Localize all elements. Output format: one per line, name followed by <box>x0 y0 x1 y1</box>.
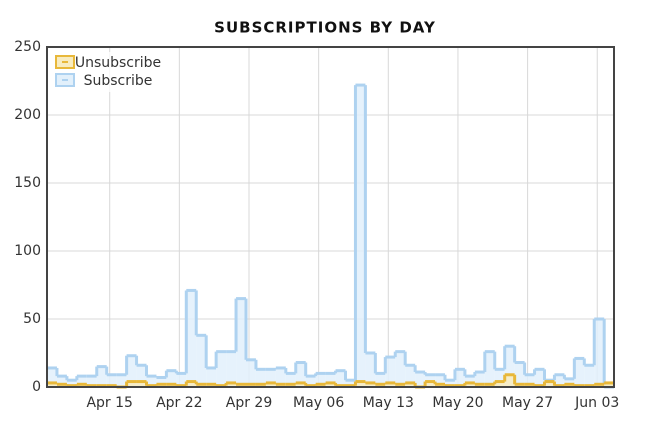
y-tick-label: 0 <box>32 379 41 395</box>
area-step <box>504 346 515 387</box>
area-step <box>604 382 614 387</box>
area-step <box>514 362 525 387</box>
x-tick-label: May 27 <box>502 395 553 411</box>
area-step <box>335 370 346 387</box>
area-step <box>365 382 376 387</box>
area-step <box>295 382 306 387</box>
area-step <box>166 370 177 387</box>
area-step <box>96 366 107 387</box>
area-step <box>176 373 187 387</box>
area-step <box>554 374 565 387</box>
area-step <box>305 376 316 387</box>
area-step <box>76 376 87 387</box>
area-step <box>395 351 406 387</box>
area-step <box>524 374 535 387</box>
area-step <box>47 367 57 387</box>
x-tick-label: Apr 22 <box>156 395 202 411</box>
area-step <box>156 377 167 387</box>
area-step <box>255 369 266 387</box>
x-tick-label: Apr 29 <box>226 395 272 411</box>
area-step <box>415 372 426 387</box>
area-step <box>285 373 296 387</box>
area-step <box>295 362 306 387</box>
area-step <box>355 85 366 387</box>
x-tick-label: Apr 15 <box>86 395 132 411</box>
y-tick-label: 150 <box>14 175 41 191</box>
area-step <box>106 374 117 387</box>
area-step <box>216 351 227 387</box>
area-step <box>484 351 495 387</box>
plot-frame <box>46 46 615 388</box>
area-step <box>226 382 237 387</box>
area-step <box>544 381 555 387</box>
x-tick-label: May 20 <box>432 395 483 411</box>
x-tick-label: Jun 03 <box>574 395 619 411</box>
area-step <box>126 355 137 387</box>
area-step <box>66 380 77 387</box>
area-step <box>574 358 585 387</box>
area-step <box>116 374 127 387</box>
area-step <box>454 369 465 387</box>
area-step <box>186 381 197 387</box>
area-step <box>405 382 416 387</box>
y-tick-label: 100 <box>14 243 41 259</box>
area-step <box>275 367 286 387</box>
area-step <box>325 382 336 387</box>
legend-label: Subscribe <box>84 73 153 89</box>
area-step <box>56 376 67 387</box>
area-step <box>265 369 276 387</box>
area-step <box>136 381 147 387</box>
area-step <box>196 335 207 387</box>
area-step <box>385 382 396 387</box>
x-tick-label: May 06 <box>293 395 344 411</box>
area-step <box>425 381 436 387</box>
area-step <box>594 319 605 387</box>
area-step <box>474 372 485 387</box>
area-step <box>584 365 595 387</box>
area-step <box>534 369 545 387</box>
legend-label: Unsubscribe <box>75 55 161 71</box>
area-step <box>206 367 217 387</box>
area-step <box>385 357 396 387</box>
y-tick-label: 250 <box>14 39 41 55</box>
area-step <box>265 382 276 387</box>
area-step <box>504 374 515 387</box>
area-step <box>186 290 197 387</box>
area-step <box>325 373 336 387</box>
area-step <box>315 373 326 387</box>
area-step <box>355 381 366 387</box>
area-step <box>405 365 416 387</box>
area-step <box>435 374 445 387</box>
area-step <box>494 381 505 387</box>
area-step <box>146 376 157 387</box>
area-step <box>47 382 57 387</box>
area-step <box>375 373 386 387</box>
area-step <box>86 376 97 387</box>
area-step <box>464 382 475 387</box>
y-tick-label: 200 <box>14 107 41 123</box>
area-step <box>126 381 137 387</box>
area-step <box>345 380 356 387</box>
area-step <box>246 359 256 387</box>
y-tick-label: 50 <box>23 311 41 327</box>
area-step <box>136 365 147 387</box>
area-step <box>365 353 376 387</box>
x-tick-label: May 13 <box>363 395 414 411</box>
area-step <box>226 351 237 387</box>
area-step <box>445 380 455 387</box>
area-step <box>236 298 246 387</box>
chart-title: SUBSCRIPTIONS BY DAY <box>214 19 436 37</box>
area-step <box>494 369 505 387</box>
